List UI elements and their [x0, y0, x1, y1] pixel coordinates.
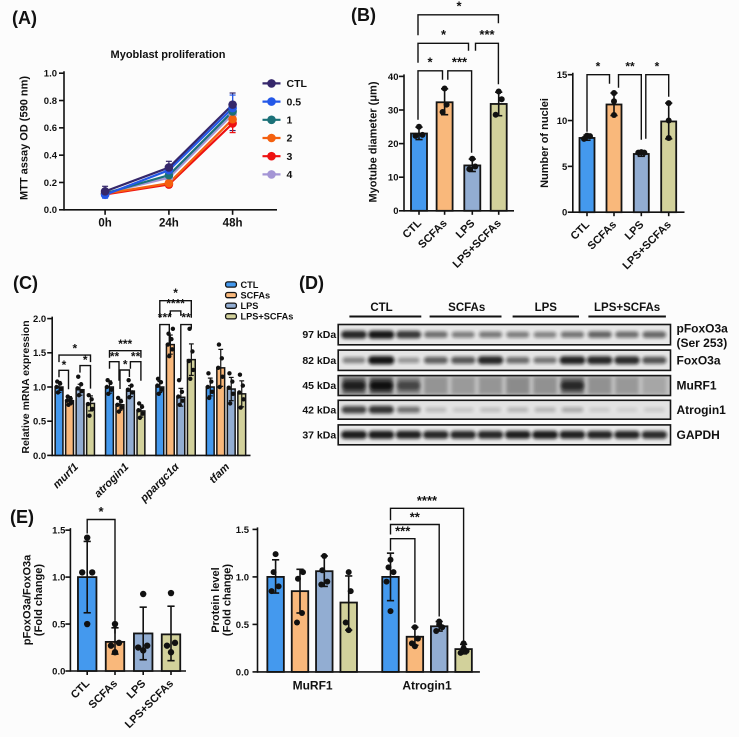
svg-text:1.0: 1.0: [236, 572, 249, 583]
svg-text:Number of nuclei: Number of nuclei: [539, 98, 551, 188]
svg-text:0.6: 0.6: [44, 123, 57, 134]
svg-text:**: **: [410, 510, 421, 525]
svg-text:15: 15: [557, 70, 568, 81]
svg-text:LPS+SCFAs: LPS+SCFAs: [241, 312, 294, 322]
svg-text:FoxO3a: FoxO3a: [677, 354, 721, 368]
svg-text:**: **: [110, 350, 120, 364]
svg-text:0.4: 0.4: [44, 151, 58, 162]
svg-text:37 kDa: 37 kDa: [302, 430, 336, 442]
svg-text:24h: 24h: [159, 217, 179, 229]
svg-text:*: *: [456, 0, 462, 14]
svg-text:(Ser 253): (Ser 253): [677, 336, 728, 350]
svg-text:Myotube diameter (μm): Myotube diameter (μm): [368, 81, 380, 202]
svg-text:1.0: 1.0: [33, 382, 46, 393]
svg-text:(B): (B): [351, 5, 376, 25]
svg-text:***: ***: [395, 524, 411, 539]
svg-text:0.5: 0.5: [236, 620, 250, 631]
svg-text:***: ***: [158, 311, 172, 325]
svg-text:LPS: LPS: [241, 301, 259, 311]
svg-text:0.8: 0.8: [44, 96, 57, 107]
svg-text:0: 0: [393, 206, 398, 217]
svg-text:1.5: 1.5: [236, 525, 250, 536]
svg-text:5: 5: [562, 162, 568, 173]
svg-text:*: *: [72, 342, 77, 356]
svg-text:1.0: 1.0: [44, 69, 57, 80]
svg-text:1.5: 1.5: [33, 348, 47, 359]
svg-text:MuRF1: MuRF1: [677, 379, 717, 393]
svg-text:42 kDa: 42 kDa: [302, 404, 336, 416]
svg-text:0.0: 0.0: [33, 451, 46, 462]
svg-text:pFoxO3a: pFoxO3a: [677, 321, 729, 335]
svg-text:30: 30: [388, 105, 399, 116]
svg-text:*: *: [427, 55, 433, 70]
svg-text:CTL: CTL: [370, 302, 392, 314]
svg-text:***: ***: [479, 27, 495, 42]
svg-text:**: **: [131, 350, 141, 364]
svg-text:*: *: [173, 286, 178, 300]
svg-text:45 kDa: 45 kDa: [302, 380, 336, 392]
svg-text:*: *: [441, 27, 447, 42]
svg-text:(E): (E): [10, 507, 34, 527]
svg-text:Myoblast proliferation: Myoblast proliferation: [111, 49, 226, 61]
svg-text:0.0: 0.0: [44, 205, 57, 216]
svg-text:0.5: 0.5: [52, 619, 66, 630]
svg-text:2.0: 2.0: [33, 314, 46, 325]
svg-text:10: 10: [388, 173, 399, 184]
svg-text:MuRF1: MuRF1: [293, 679, 333, 693]
svg-text:*: *: [123, 358, 128, 372]
svg-text:97 kDa: 97 kDa: [302, 329, 336, 341]
svg-text:20: 20: [388, 139, 399, 150]
svg-text:(Fold change): (Fold change): [33, 564, 45, 636]
svg-text:48h: 48h: [223, 217, 243, 229]
svg-text:1.0: 1.0: [52, 573, 65, 584]
svg-text:***: ***: [452, 55, 468, 70]
svg-text:MTT assay OD (590 nm): MTT assay OD (590 nm): [19, 76, 31, 200]
svg-text:10: 10: [557, 116, 568, 127]
svg-text:**: **: [181, 311, 191, 325]
svg-text:Atrogin1: Atrogin1: [677, 403, 727, 417]
svg-text:0.0: 0.0: [236, 667, 249, 678]
svg-text:1: 1: [287, 115, 293, 127]
svg-text:0h: 0h: [98, 217, 111, 229]
svg-text:40: 40: [388, 72, 399, 83]
svg-text:(D): (D): [299, 273, 324, 293]
svg-text:***: ***: [118, 337, 132, 351]
svg-text:0.0: 0.0: [52, 666, 65, 677]
svg-text:SCFAs: SCFAs: [241, 290, 271, 300]
svg-text:GAPDH: GAPDH: [677, 428, 720, 442]
svg-text:*: *: [83, 353, 88, 367]
svg-text:LPS: LPS: [535, 302, 558, 314]
svg-text:3: 3: [287, 151, 293, 163]
svg-text:4: 4: [287, 169, 293, 181]
svg-text:0.5: 0.5: [287, 96, 302, 108]
svg-text:2: 2: [287, 133, 293, 145]
svg-text:LPS+SCFAs: LPS+SCFAs: [594, 302, 660, 314]
svg-text:*: *: [98, 504, 104, 519]
svg-text:**: **: [625, 60, 635, 74]
svg-text:*: *: [655, 60, 660, 74]
svg-text:pFoxO3a/FoxO3a: pFoxO3a/FoxO3a: [21, 554, 33, 645]
svg-text:SCFAs: SCFAs: [448, 302, 485, 314]
svg-text:Protein level: Protein level: [210, 567, 222, 632]
svg-text:82 kDa: 82 kDa: [302, 355, 336, 367]
svg-text:****: ****: [417, 493, 438, 508]
svg-text:Atrogin1: Atrogin1: [402, 679, 452, 693]
svg-text:Relative mRNA expression: Relative mRNA expression: [20, 320, 32, 453]
svg-text:0.5: 0.5: [33, 417, 47, 428]
svg-text:*: *: [62, 358, 67, 372]
svg-text:(A): (A): [12, 8, 37, 28]
svg-text:(Fold change): (Fold change): [221, 564, 233, 636]
svg-text:1.5: 1.5: [52, 526, 66, 537]
svg-text:CTL: CTL: [241, 280, 259, 290]
svg-text:0.2: 0.2: [44, 178, 57, 189]
svg-text:*: *: [596, 60, 601, 74]
svg-text:0: 0: [562, 208, 567, 219]
svg-text:(C): (C): [13, 273, 38, 293]
svg-text:CTL: CTL: [287, 78, 308, 90]
